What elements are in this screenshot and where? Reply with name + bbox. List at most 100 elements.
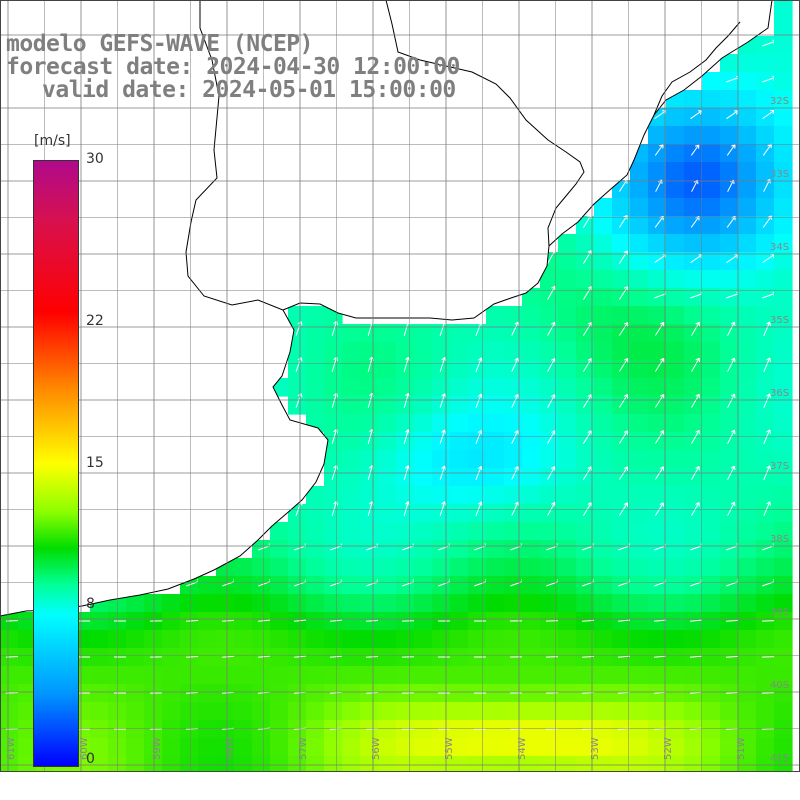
wind-speed-cell [576,594,595,613]
wind-speed-cell [558,252,577,271]
wind-speed-cell [558,504,577,523]
wind-speed-cell [774,378,793,397]
latitude-label: 34S [770,242,789,253]
wind-vector-arrow [582,321,593,336]
wind-speed-cell [594,540,613,559]
wind-vector-arrow [654,321,665,336]
wind-speed-cell [666,180,685,199]
wind-speed-cell [360,342,379,361]
wind-speed-cell [414,666,433,685]
wind-speed-cell [162,756,181,772]
wind-speed-cell [90,648,109,667]
wind-speed-cell [378,522,397,541]
wind-speed-cell [432,342,451,361]
wind-speed-cell [270,738,289,757]
wind-speed-cell [504,630,523,649]
wind-speed-cell [324,756,343,772]
wind-speed-cell [774,720,793,739]
wind-speed-cell [666,738,685,757]
wind-speed-cell [504,702,523,721]
wind-speed-cell [414,648,433,667]
wind-speed-cell [756,378,775,397]
wind-speed-cell [414,756,433,772]
wind-speed-cell [630,360,649,379]
wind-speed-cell [702,180,721,199]
longitude-label: 57W [298,737,309,760]
wind-speed-cell [414,324,433,343]
wind-speed-cell [702,360,721,379]
wind-vector-arrow [762,215,773,228]
wind-speed-cell [450,666,469,685]
wind-speed-cell [756,702,775,721]
wind-speed-cell [738,504,757,523]
wind-speed-cell [90,666,109,685]
wind-speed-cell [378,630,397,649]
wind-speed-cell [630,414,649,433]
wind-speed-cell [684,306,703,325]
wind-speed-cell [666,378,685,397]
wind-speed-cell [630,684,649,703]
wind-speed-cell [774,36,793,55]
wind-speed-cell [198,612,217,631]
wind-speed-cell [702,576,721,595]
wind-speed-cell [684,126,703,145]
wind-speed-cell [342,738,361,757]
wind-speed-cell [720,594,739,613]
wind-speed-cell [594,252,613,271]
wind-speed-cell [558,342,577,361]
wind-speed-cell [774,324,793,343]
wind-vector-arrow [618,430,629,444]
wind-speed-cell [666,126,685,145]
wind-vector-arrow [654,393,665,408]
wind-speed-cell [234,630,253,649]
wind-speed-cell [648,522,667,541]
wind-speed-cell [774,18,793,37]
wind-speed-cell [162,666,181,685]
wind-speed-cell [198,648,217,667]
latitude-label: 33S [770,169,789,180]
wind-speed-cell [486,648,505,667]
lagoon-outline [653,21,741,116]
wind-speed-cell [414,720,433,739]
wind-speed-cell [162,648,181,667]
wind-speed-cell [666,612,685,631]
wind-speed-cell [558,702,577,721]
wind-speed-cell [270,594,289,613]
wind-speed-cell [738,396,757,415]
wind-speed-cell [504,522,523,541]
wind-speed-cell [504,756,523,772]
wind-speed-cell [486,540,505,559]
wind-vector-arrow [547,321,556,336]
wind-speed-cell [342,648,361,667]
wind-speed-cell [594,432,613,451]
wind-speed-cell [738,162,757,181]
wind-speed-cell [270,720,289,739]
wind-vector-arrow [618,394,629,408]
wind-speed-cell [738,486,757,505]
wind-speed-cell [306,630,325,649]
wind-speed-cell [612,306,631,325]
wind-vector-arrow [582,214,592,228]
wind-speed-cell [522,594,541,613]
wind-speed-cell [612,378,631,397]
wind-speed-cell [594,288,613,307]
wind-speed-cell [774,162,793,181]
wind-speed-cell [648,630,667,649]
wind-speed-cell [666,306,685,325]
wind-speed-cell [486,666,505,685]
wind-speed-cell [342,594,361,613]
graticule [0,0,800,772]
wind-speed-cell [594,216,613,235]
wind-speed-cell [594,648,613,667]
wind-speed-cell [774,144,793,163]
wind-speed-cell [468,702,487,721]
wind-speed-cell [360,630,379,649]
wind-speed-cell [252,702,271,721]
wind-speed-cell [576,414,595,433]
wind-speed-cell [216,756,235,772]
wind-speed-cell [360,594,379,613]
wind-speed-cell [738,738,757,757]
wind-speed-cell [378,486,397,505]
wind-speed-cell [450,558,469,577]
wind-speed-cell [342,522,361,541]
